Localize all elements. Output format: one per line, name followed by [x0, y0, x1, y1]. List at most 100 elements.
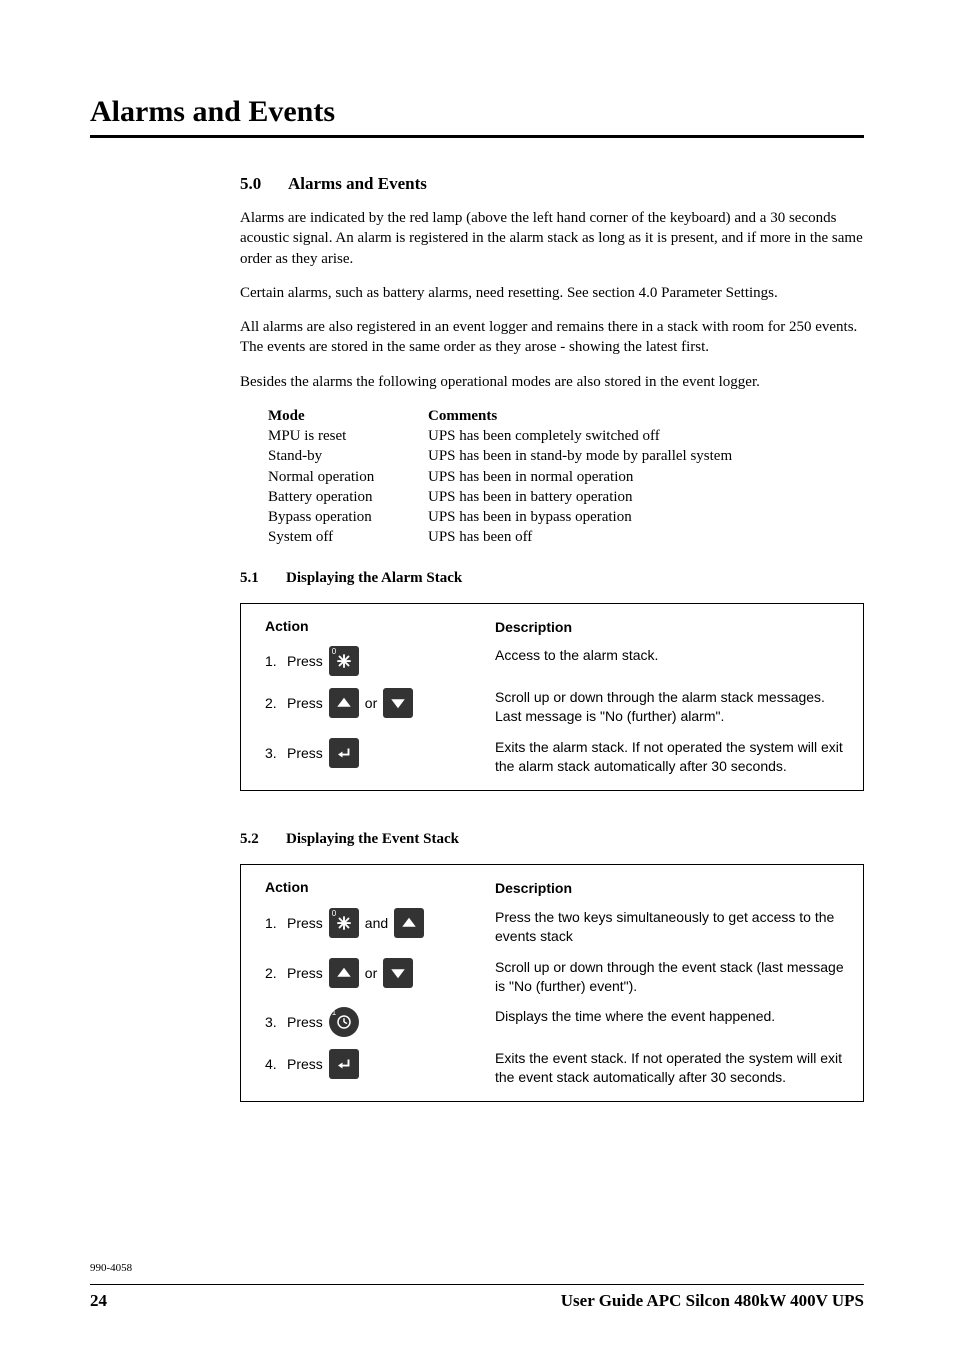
comment-cell: UPS has been in stand-by mode by paralle…	[428, 446, 732, 466]
comment-cell: UPS has been completely switched off	[428, 426, 660, 446]
up-arrow-key-icon	[394, 908, 424, 938]
page: Alarms and Events 5.0 Alarms and Events …	[0, 0, 954, 1351]
key-superscript: 0	[332, 909, 336, 918]
footer: 990-4058 24 User Guide APC Silcon 480kW …	[90, 1202, 864, 1311]
key-superscript: 0	[332, 647, 336, 656]
step-number: 2.	[265, 965, 281, 981]
press-label: Press	[287, 1056, 323, 1072]
comment-cell: UPS has been in battery operation	[428, 487, 633, 507]
press-label: Press	[287, 745, 323, 761]
description-cell: Displays the time where the event happen…	[495, 1007, 845, 1026]
comment-cell: UPS has been off	[428, 527, 532, 547]
subsection-title: Displaying the Event Stack	[286, 831, 459, 848]
procedure-header: Action Description	[265, 879, 845, 898]
procedure-step: 2. Press or Scroll up or down through th…	[265, 958, 845, 996]
asterisk-key-icon: 0	[329, 646, 359, 676]
paragraph: Certain alarms, such as battery alarms, …	[240, 283, 864, 303]
procedure-header: Action Description	[265, 618, 845, 637]
mode-cell: MPU is reset	[268, 426, 428, 446]
press-label: Press	[287, 695, 323, 711]
asterisk-key-icon: 0	[329, 908, 359, 938]
content: 5.0 Alarms and Events Alarms are indicat…	[240, 174, 864, 1142]
mode-table: Mode Comments MPU is resetUPS has been c…	[268, 406, 864, 548]
or-label: or	[365, 965, 377, 981]
up-arrow-key-icon	[329, 688, 359, 718]
procedure-step: 1. Press 0 and Press the two keys simult…	[265, 908, 845, 946]
paragraph: Besides the alarms the following operati…	[240, 372, 864, 392]
table-header-row: Mode Comments	[268, 406, 864, 426]
press-label: Press	[287, 1014, 323, 1030]
press-label: Press	[287, 915, 323, 931]
table-row: System offUPS has been off	[268, 527, 864, 547]
enter-key-icon	[329, 1049, 359, 1079]
action-header: Action	[265, 618, 495, 634]
procedure-step: 1. Press 0 Access to the alarm stack.	[265, 646, 845, 676]
action-cell: 2. Press or	[265, 958, 495, 988]
document-code: 990-4058	[90, 1262, 864, 1274]
action-header: Action	[265, 879, 495, 895]
section-title: Alarms and Events	[288, 174, 427, 194]
alarm-stack-procedure: Action Description 1. Press 0 Access to …	[240, 603, 864, 791]
procedure-step: 4. Press Exits the event stack. If not o…	[265, 1049, 845, 1087]
clock-key-icon: 1	[329, 1007, 359, 1037]
procedure-step: 3. Press Exits the alarm stack. If not o…	[265, 738, 845, 776]
comment-cell: UPS has been in normal operation	[428, 467, 633, 487]
and-label: and	[365, 915, 388, 931]
chapter-title: Alarms and Events	[90, 95, 864, 129]
or-label: or	[365, 695, 377, 711]
subsection-heading: 5.2 Displaying the Event Stack	[240, 831, 864, 848]
description-cell: Exits the event stack. If not operated t…	[495, 1049, 845, 1087]
paragraph: All alarms are also registered in an eve…	[240, 317, 864, 358]
table-row: Normal operationUPS has been in normal o…	[268, 467, 864, 487]
table-header-comments: Comments	[428, 406, 497, 426]
subsection-number: 5.2	[240, 831, 264, 848]
mode-cell: Stand-by	[268, 446, 428, 466]
procedure-step: 2. Press or Scroll up or down through th…	[265, 688, 845, 726]
table-row: Battery operationUPS has been in battery…	[268, 487, 864, 507]
table-row: Stand-byUPS has been in stand-by mode by…	[268, 446, 864, 466]
divider-thin	[90, 1284, 864, 1285]
step-number: 1.	[265, 915, 281, 931]
press-label: Press	[287, 653, 323, 669]
footer-line: 24 User Guide APC Silcon 480kW 400V UPS	[90, 1291, 864, 1311]
enter-key-icon	[329, 738, 359, 768]
mode-cell: System off	[268, 527, 428, 547]
mode-cell: Bypass operation	[268, 507, 428, 527]
table-row: MPU is resetUPS has been completely swit…	[268, 426, 864, 446]
step-number: 1.	[265, 653, 281, 669]
mode-cell: Normal operation	[268, 467, 428, 487]
section-heading: 5.0 Alarms and Events	[240, 174, 864, 194]
action-cell: 3. Press	[265, 738, 495, 768]
step-number: 3.	[265, 1014, 281, 1030]
press-label: Press	[287, 965, 323, 981]
page-number: 24	[90, 1291, 107, 1311]
action-cell: 2. Press or	[265, 688, 495, 718]
description-cell: Press the two keys simultaneously to get…	[495, 908, 845, 946]
comment-cell: UPS has been in bypass operation	[428, 507, 632, 527]
action-cell: 1. Press 0	[265, 646, 495, 676]
table-row: Bypass operationUPS has been in bypass o…	[268, 507, 864, 527]
step-number: 4.	[265, 1056, 281, 1072]
step-number: 2.	[265, 695, 281, 711]
procedure-step: 3. Press 1 Displays the time where the e…	[265, 1007, 845, 1037]
action-cell: 1. Press 0 and	[265, 908, 495, 938]
section-number: 5.0	[240, 174, 274, 194]
event-stack-procedure: Action Description 1. Press 0 and Press	[240, 864, 864, 1102]
subsection-title: Displaying the Alarm Stack	[286, 570, 462, 587]
action-cell: 4. Press	[265, 1049, 495, 1079]
description-cell: Scroll up or down through the alarm stac…	[495, 688, 845, 726]
subsection-heading: 5.1 Displaying the Alarm Stack	[240, 570, 864, 587]
subsection-number: 5.1	[240, 570, 264, 587]
divider-thick	[90, 135, 864, 138]
document-title: User Guide APC Silcon 480kW 400V UPS	[561, 1291, 864, 1311]
description-cell: Access to the alarm stack.	[495, 646, 845, 665]
table-header-mode: Mode	[268, 406, 428, 426]
down-arrow-key-icon	[383, 958, 413, 988]
description-cell: Scroll up or down through the event stac…	[495, 958, 845, 996]
step-number: 3.	[265, 745, 281, 761]
up-arrow-key-icon	[329, 958, 359, 988]
action-cell: 3. Press 1	[265, 1007, 495, 1037]
description-header: Description	[495, 879, 845, 898]
mode-cell: Battery operation	[268, 487, 428, 507]
key-superscript: 1	[332, 1008, 336, 1017]
